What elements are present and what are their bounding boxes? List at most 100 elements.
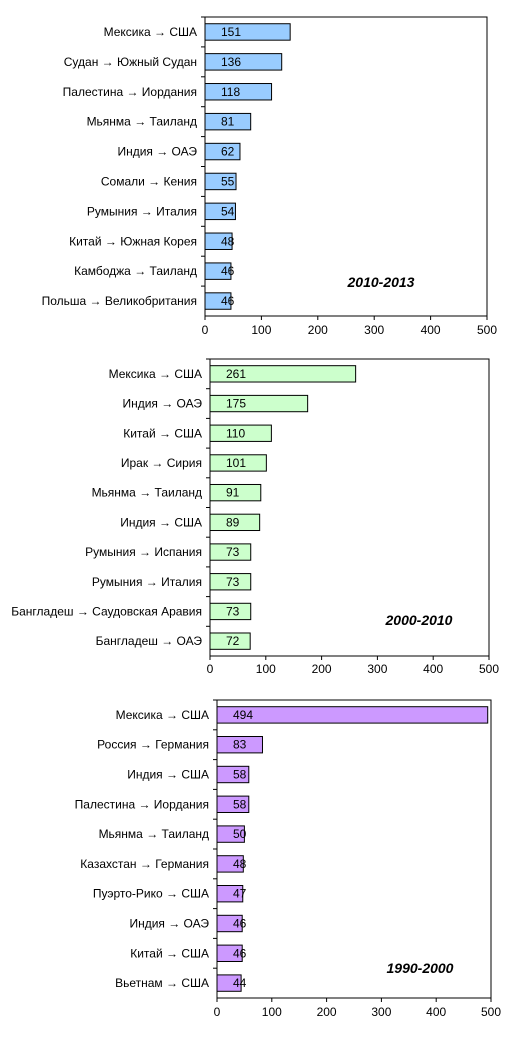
category-label: Мьянма → Таиланд	[87, 115, 197, 129]
data-label: 48	[233, 857, 247, 871]
chart-3: Мексика → США 494 Россия → Германия 83 Индия…	[75, 699, 501, 1019]
x-tick-label: 300	[367, 662, 387, 676]
data-label: 73	[226, 604, 240, 618]
data-label: 136	[221, 55, 241, 69]
bar	[216, 736, 263, 754]
bar	[209, 632, 251, 650]
data-label: 73	[226, 575, 240, 589]
category-label: Мьянма → Таиланд	[99, 827, 209, 841]
x-tick-label: 0	[214, 1005, 221, 1019]
data-label: 62	[221, 145, 235, 159]
bar	[209, 543, 252, 561]
x-tick-label: 100	[262, 1005, 282, 1019]
bar	[209, 483, 262, 502]
data-label: 50	[233, 827, 247, 841]
category-label: Судан → Южный Судан	[64, 55, 197, 69]
category-label: Вьетнам → США	[115, 976, 209, 990]
data-label: 47	[233, 887, 247, 901]
chart-1: Мексика → США 151 Судан → Южный Судан 136 Па…	[42, 16, 497, 337]
bar	[204, 262, 232, 280]
category-label: Ирак → Сирия	[121, 456, 202, 470]
data-label: 101	[226, 456, 246, 470]
category-label: Мексика → США	[116, 708, 209, 722]
category-label: Румыния → Испания	[85, 545, 202, 559]
data-label: 46	[233, 946, 247, 960]
x-tick-label: 0	[207, 662, 214, 676]
data-label: 494	[233, 708, 253, 722]
category-label: Индия → США	[120, 515, 202, 529]
x-tick-label: 100	[256, 662, 276, 676]
bar	[216, 825, 245, 843]
data-label: 72	[226, 634, 240, 648]
bar	[204, 112, 252, 131]
bar	[216, 855, 244, 873]
category-label: Китай → США	[123, 426, 202, 440]
category-label: Индия → ОАЭ	[117, 145, 197, 159]
data-label: 81	[221, 115, 235, 129]
chart-2: Мексика → США 261 Индия → ОАЭ 175 Китай → СШ…	[11, 358, 499, 676]
x-tick-label: 500	[477, 323, 497, 337]
x-tick-label: 100	[251, 323, 271, 337]
bar	[209, 454, 267, 472]
bar	[216, 944, 243, 962]
period-annotation: 1990-2000	[387, 960, 454, 976]
data-label: 91	[226, 486, 240, 500]
category-label: Бангладеш → Саудовская Аравия	[11, 604, 202, 618]
data-label: 89	[226, 515, 240, 529]
bar	[216, 974, 242, 992]
bar	[216, 795, 250, 813]
data-label: 58	[233, 768, 247, 782]
x-tick-label: 400	[423, 662, 443, 676]
x-tick-label: 300	[364, 323, 384, 337]
x-tick-label: 400	[426, 1005, 446, 1019]
bar	[204, 53, 283, 71]
data-label: 46	[221, 264, 235, 278]
category-label: Индия → США	[127, 768, 209, 782]
x-tick-label: 400	[421, 323, 441, 337]
bar	[216, 885, 244, 903]
bar	[209, 424, 272, 442]
category-label: Пуэрто-Рико → США	[93, 887, 209, 901]
bar	[209, 365, 357, 383]
category-label: Китай → Южная Корея	[69, 234, 197, 248]
data-label: 48	[221, 234, 235, 248]
data-label: 261	[226, 367, 246, 381]
data-label: 46	[221, 294, 235, 308]
bar	[209, 602, 252, 621]
x-tick-label: 0	[202, 323, 209, 337]
bar	[209, 573, 252, 591]
data-label: 175	[226, 397, 246, 411]
data-label: 118	[221, 85, 240, 99]
data-label: 151	[221, 25, 241, 39]
bar	[209, 394, 309, 413]
x-tick-label: 500	[479, 662, 499, 676]
bar	[204, 142, 241, 161]
bar	[204, 292, 232, 310]
category-label: Мексика → США	[104, 25, 197, 39]
category-label: Россия → Германия	[97, 738, 209, 752]
category-label: Индия → ОАЭ	[122, 397, 202, 411]
category-label: Польша → Великобритания	[42, 294, 197, 308]
bar	[204, 202, 236, 221]
data-label: 54	[221, 204, 235, 218]
data-label: 73	[226, 545, 240, 559]
category-label: Камбоджа → Таиланд	[74, 264, 197, 278]
data-label: 110	[226, 426, 245, 440]
period-annotation: 2010-2013	[347, 274, 415, 290]
category-label: Казахстан → Германия	[80, 857, 209, 871]
category-label: Румыния → Италия	[92, 575, 202, 589]
category-label: Мьянма → Таиланд	[92, 486, 202, 500]
category-label: Индия → ОАЭ	[129, 917, 209, 931]
period-annotation: 2000-2010	[385, 612, 453, 628]
category-label: Палестина → Иордания	[75, 797, 209, 811]
bar	[209, 513, 261, 532]
category-label: Румыния → Италия	[87, 204, 197, 218]
bar	[204, 172, 237, 191]
data-label: 46	[233, 917, 247, 931]
category-label: Бангладеш → ОАЭ	[96, 634, 203, 648]
bar	[216, 706, 489, 724]
data-label: 83	[233, 738, 247, 752]
x-tick-label: 200	[312, 662, 332, 676]
bar	[216, 765, 250, 784]
bar	[204, 83, 273, 101]
